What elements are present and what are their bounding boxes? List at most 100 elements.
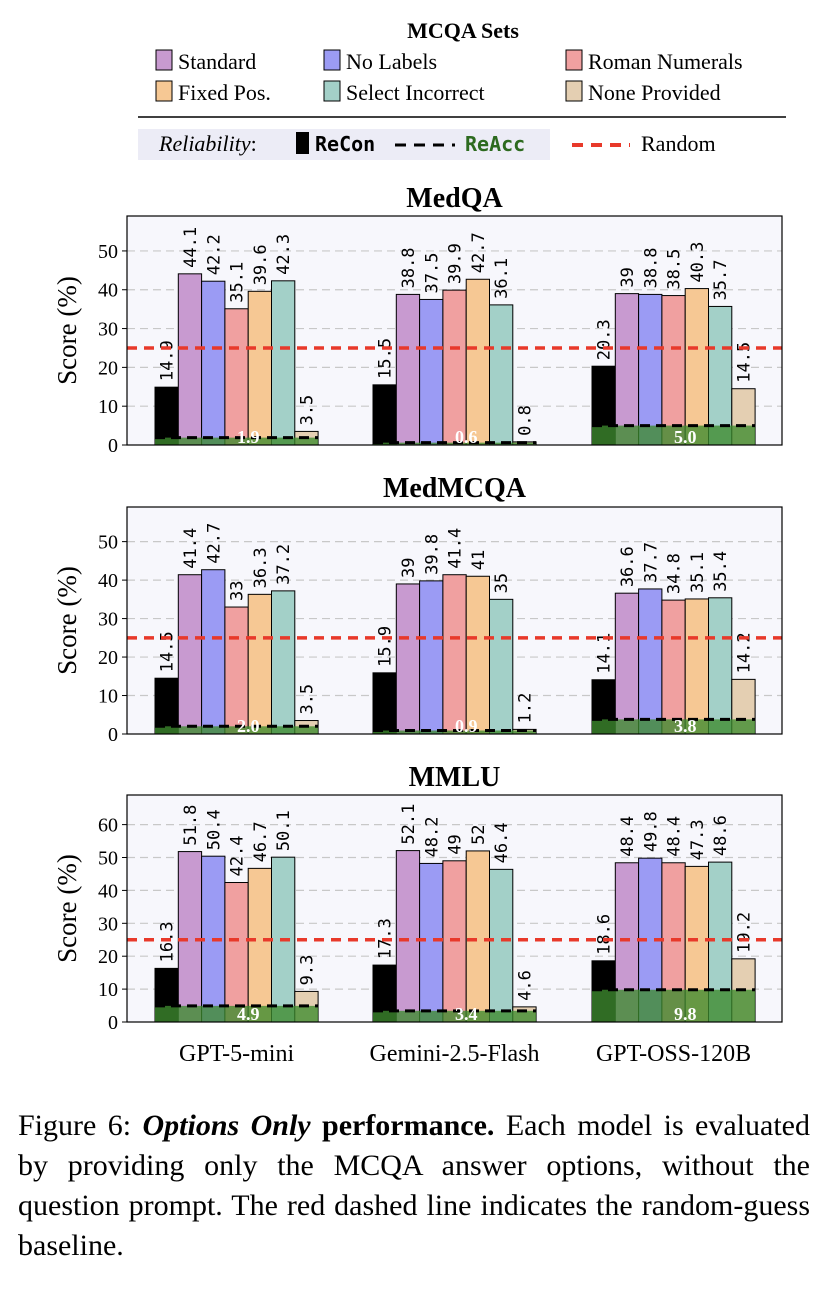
bar-label-standard: 44.1 xyxy=(181,227,201,268)
bar-label-roman-numerals: 41.4 xyxy=(446,528,466,569)
bar-fixed-pos xyxy=(465,575,491,735)
y-tick-label: 10 xyxy=(98,979,118,1001)
reacc-value-label: 0.6 xyxy=(455,427,478,447)
reacc-value-label: 1.9 xyxy=(237,427,260,447)
bar-label-no-labels: 38.8 xyxy=(641,247,661,288)
bar-label-standard: 39 xyxy=(399,557,419,577)
bar-label-roman-numerals: 34.8 xyxy=(665,553,685,594)
bar-roman-numerals xyxy=(661,599,686,735)
reacc-fill xyxy=(592,989,756,1022)
y-tick-label: 20 xyxy=(98,946,118,968)
reacc-legend-label: ReAcc xyxy=(465,132,525,156)
legend-label-none-provided: None Provided xyxy=(588,80,721,105)
figure-caption: Figure 6: Options Only performance. Each… xyxy=(18,1106,810,1266)
x-tick-label: GPT-OSS-120B xyxy=(596,1041,751,1067)
reacc-value-label: 5.0 xyxy=(674,427,697,447)
reacc-fill xyxy=(155,437,319,445)
bar-label-fixed-pos: 46.7 xyxy=(251,821,271,862)
y-tick-label: 50 xyxy=(98,241,118,263)
y-tick-label: 30 xyxy=(98,609,118,631)
bar-select-incorrect xyxy=(489,304,514,446)
y-tick-label: 10 xyxy=(98,686,118,708)
y-tick-label: 50 xyxy=(98,532,118,554)
y-tick-label: 30 xyxy=(98,913,118,935)
legend-title: MCQA Sets xyxy=(407,18,519,43)
bar-label-no-labels: 49.8 xyxy=(641,811,661,852)
bar-recon xyxy=(372,384,397,446)
y-tick-label: 20 xyxy=(98,357,118,379)
y-tick-label: 40 xyxy=(98,570,118,592)
bar-fixed-pos xyxy=(465,278,491,446)
bar-label-fixed-pos: 42.7 xyxy=(469,232,489,273)
bar-fixed-pos xyxy=(684,288,710,446)
legend-label-no-labels: No Labels xyxy=(346,49,437,74)
bar-standard xyxy=(177,851,203,1023)
x-tick-label: GPT-5-mini xyxy=(179,1041,294,1067)
bar-standard xyxy=(177,574,203,735)
bar-roman-numerals xyxy=(442,289,467,446)
bar-label-roman-numerals: 33 xyxy=(228,581,248,601)
legend-swatch-roman xyxy=(565,49,583,71)
y-tick-label: 50 xyxy=(98,848,118,870)
reacc-fill xyxy=(592,719,756,734)
bar-label-none-provided: 0.8 xyxy=(515,405,535,436)
bar-label-none-provided: 9.3 xyxy=(297,955,317,986)
panel-title: MMLU xyxy=(409,762,501,793)
bar-fixed-pos xyxy=(247,593,272,735)
bar-label-none-provided: 14.5 xyxy=(734,342,754,383)
bar-select-incorrect xyxy=(489,868,514,1023)
bar-fixed-pos xyxy=(684,598,710,735)
bar-label-fixed-pos: 52 xyxy=(469,824,489,844)
bar-label-select-incorrect: 48.6 xyxy=(711,815,731,856)
legend-label-select-incorrect: Select Incorrect xyxy=(346,80,485,105)
bar-standard xyxy=(614,592,640,735)
bar-label-select-incorrect: 36.1 xyxy=(492,258,512,299)
bar-label-none-provided: 3.5 xyxy=(297,684,317,715)
figure: MCQA Sets Standard No Labels Roman Numer… xyxy=(52,18,786,1067)
bar-no-labels xyxy=(419,580,444,735)
bar-label-select-incorrect: 35 xyxy=(492,573,512,593)
bar-select-incorrect xyxy=(271,280,296,446)
bar-label-select-incorrect: 35.7 xyxy=(711,259,731,300)
bar-no-labels xyxy=(201,280,226,446)
panel-title: MedMCQA xyxy=(383,473,527,504)
legend-swatch-standard xyxy=(155,49,173,71)
bar-label-roman-numerals: 38.5 xyxy=(665,249,685,290)
bar-label-roman-numerals: 48.4 xyxy=(665,816,685,857)
legend-swatch-select-incorrect xyxy=(323,80,341,102)
bar-label-fixed-pos: 41 xyxy=(469,550,489,570)
reacc-fill xyxy=(155,726,319,734)
y-axis-label: Score (%) xyxy=(52,854,82,963)
bar-label-roman-numerals: 49 xyxy=(446,834,466,854)
bar-label-recon: 20.3 xyxy=(595,319,615,360)
bar-no-labels xyxy=(201,569,226,735)
bar-label-recon: 14.9 xyxy=(158,340,178,381)
bar-label-select-incorrect: 37.2 xyxy=(274,544,294,585)
bar-label-roman-numerals: 42.4 xyxy=(228,836,248,877)
reliability-box xyxy=(138,129,550,160)
bar-label-fixed-pos: 39.6 xyxy=(251,244,271,285)
random-legend-label: Random xyxy=(641,131,716,156)
bar-label-none-provided: 19.2 xyxy=(734,912,754,953)
bar-label-fixed-pos: 35.1 xyxy=(688,552,708,593)
bar-label-select-incorrect: 46.4 xyxy=(492,822,512,863)
bar-no-labels xyxy=(419,298,444,446)
bar-label-select-incorrect: 50.1 xyxy=(274,810,294,851)
bar-label-select-incorrect: 35.4 xyxy=(711,551,731,592)
plot-frame xyxy=(126,794,783,1023)
bar-label-standard: 48.4 xyxy=(618,816,638,857)
caption-prefix: Figure 6: xyxy=(18,1109,143,1142)
bar-label-no-labels: 42.7 xyxy=(204,523,224,564)
bar-roman-numerals xyxy=(224,882,249,1023)
reliability-label: Reliability: xyxy=(158,131,257,156)
bar-label-no-labels: 37.5 xyxy=(422,252,442,293)
bar-label-standard: 38.8 xyxy=(399,247,419,288)
bar-label-standard: 51.8 xyxy=(181,805,201,846)
y-tick-label: 10 xyxy=(98,396,118,418)
reacc-fill xyxy=(373,730,537,734)
bar-label-no-labels: 48.2 xyxy=(422,816,442,857)
y-tick-label: 30 xyxy=(98,319,118,341)
reacc-fill xyxy=(373,1010,537,1022)
